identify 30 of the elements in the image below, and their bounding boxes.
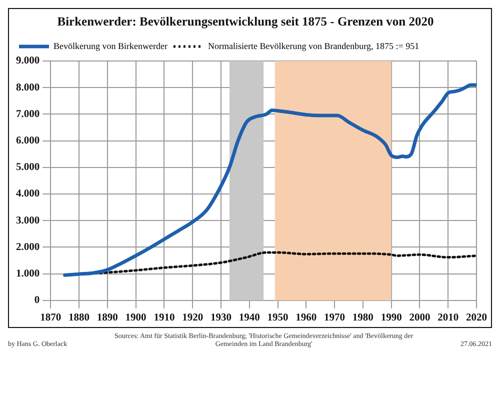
x-tick-label: 1990: [380, 312, 402, 324]
chart-title: Birkenwerder: Bevölkerungsentwicklung seit 1875 - Grenzen von 2020: [57, 14, 434, 29]
x-tick-label: 1950: [267, 312, 288, 324]
legend-label: Bevölkerung von Birkenwerder: [54, 40, 168, 51]
y-tick-label: 0: [34, 295, 40, 306]
x-tick-label: 1870: [40, 312, 62, 324]
x-tick-label: 1930: [210, 312, 232, 324]
x-tick-label: 1880: [68, 312, 90, 324]
x-tick-label: 1910: [154, 312, 175, 324]
legend-label: Normalisierte Bevölkerung von Brandenburg, 1875 := 951: [208, 40, 420, 51]
x-tick-label: 2000: [409, 312, 430, 324]
y-tick-label: 9.000: [16, 56, 40, 67]
x-tick-label: 1970: [324, 312, 346, 324]
y-tick-label: 1.000: [16, 268, 40, 280]
y-tick-label: 8.000: [16, 82, 40, 94]
x-tick-label: 1900: [125, 312, 146, 324]
x-tick-label: 1920: [182, 312, 204, 324]
y-tick-label: 3.000: [16, 215, 40, 226]
x-tick-label: 1980: [352, 312, 374, 324]
y-tick-label: 4.000: [16, 188, 40, 200]
x-tick-label: 1960: [296, 312, 317, 324]
x-tick-label: 1940: [238, 312, 260, 324]
y-tick-label: 6.000: [16, 136, 40, 147]
x-tick-label: 1890: [96, 312, 118, 324]
line-series: [63, 83, 476, 277]
y-tick-label: 5.000: [16, 162, 40, 174]
x-tick-label: 2010: [438, 312, 459, 324]
y-tick-label: 7.000: [16, 108, 40, 120]
x-tick-label: 2020: [466, 312, 487, 324]
y-tick-label: 2.000: [16, 242, 40, 253]
